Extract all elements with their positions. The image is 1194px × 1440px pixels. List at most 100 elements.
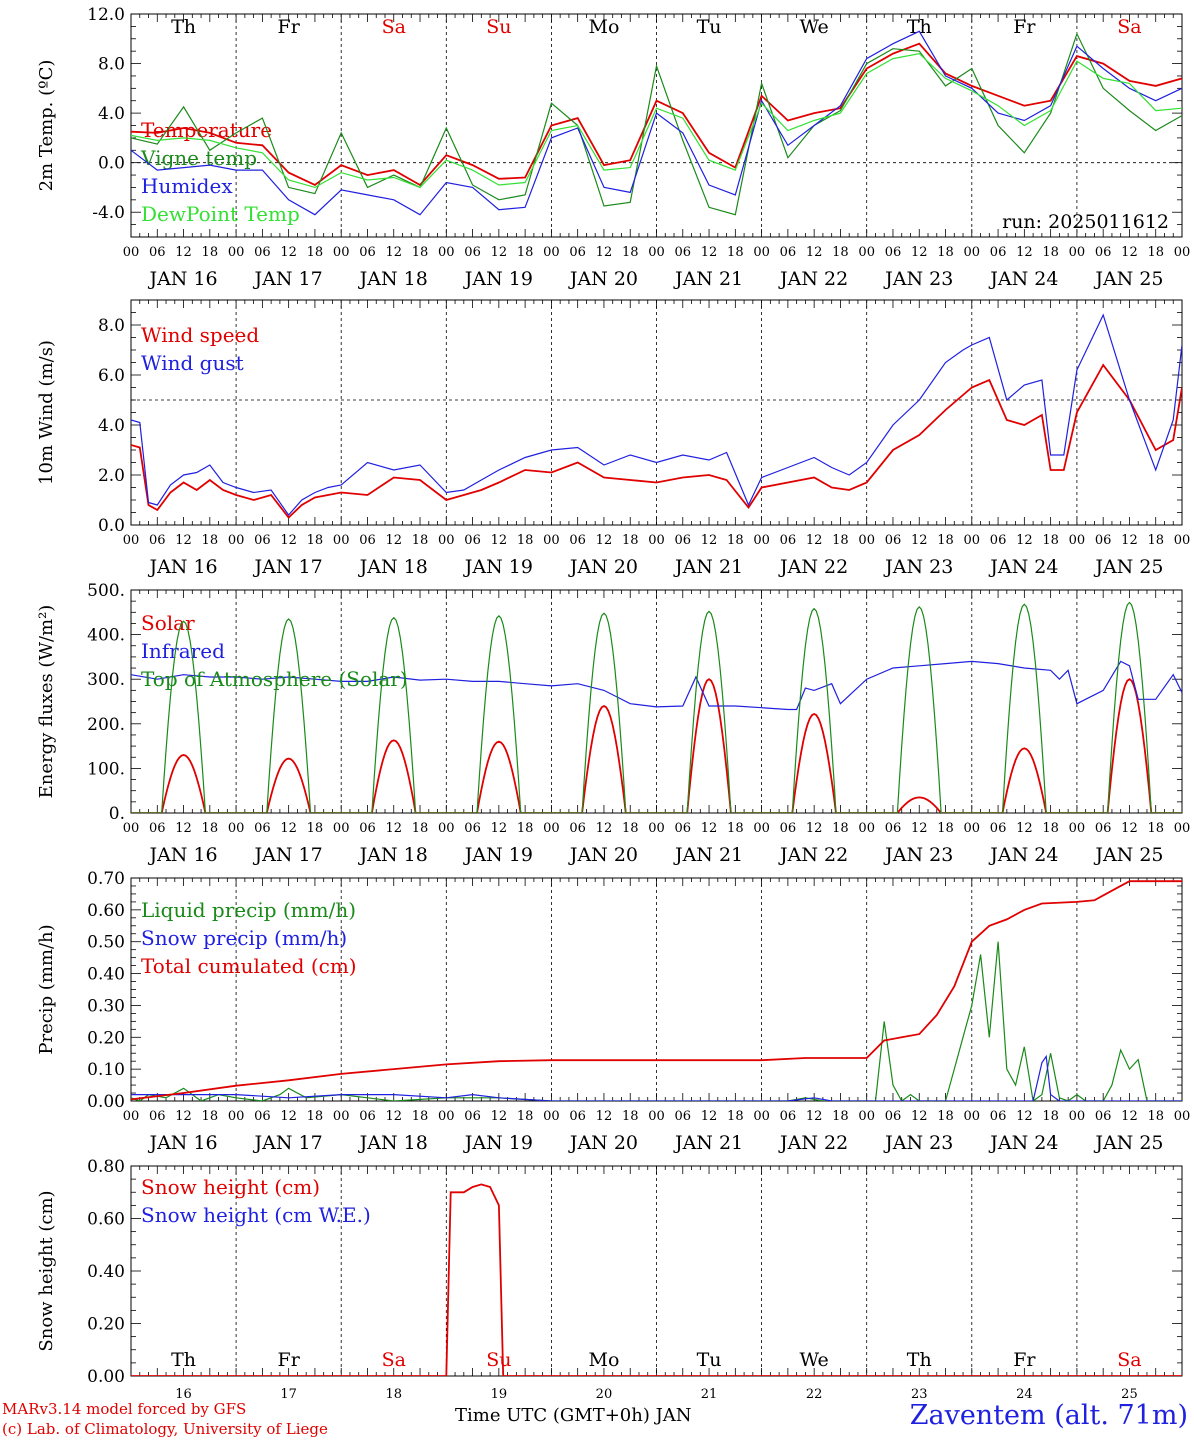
hour-tick-label: 00 bbox=[228, 1109, 245, 1124]
hour-tick-label: 06 bbox=[1095, 533, 1112, 548]
hour-tick-label: 06 bbox=[569, 1109, 586, 1124]
hour-tick-label: 00 bbox=[753, 821, 770, 836]
hour-tick-label: 12 bbox=[280, 245, 297, 260]
date-label: JAN 22 bbox=[778, 268, 848, 290]
hour-tick-label: 12 bbox=[911, 245, 928, 260]
day-number-label: 25 bbox=[1121, 1387, 1138, 1402]
hour-tick-label: 06 bbox=[885, 1109, 902, 1124]
hour-tick-label: 12 bbox=[491, 245, 508, 260]
date-label: JAN 18 bbox=[358, 844, 428, 866]
hour-tick-label: 00 bbox=[648, 1109, 665, 1124]
date-label: JAN 22 bbox=[778, 844, 848, 866]
hour-tick-label: 18 bbox=[1042, 821, 1059, 836]
hour-tick-label: 00 bbox=[438, 245, 455, 260]
hour-tick-label: 12 bbox=[1121, 821, 1138, 836]
day-number-label: 21 bbox=[701, 1387, 718, 1402]
weekday-label: Fr bbox=[278, 1349, 301, 1371]
hour-tick-label: 06 bbox=[569, 821, 586, 836]
date-label: JAN 18 bbox=[358, 556, 428, 578]
hour-tick-label: 18 bbox=[832, 821, 849, 836]
y-tick-label: 0.80 bbox=[87, 1157, 125, 1177]
hour-tick-label: 00 bbox=[648, 533, 665, 548]
y-tick-label: 0.00 bbox=[87, 1092, 125, 1112]
hour-tick-label: 18 bbox=[727, 533, 744, 548]
hour-tick-label: 18 bbox=[307, 821, 324, 836]
hour-tick-label: 18 bbox=[517, 821, 534, 836]
hour-tick-label: 12 bbox=[596, 821, 613, 836]
hour-tick-label: 00 bbox=[1069, 1109, 1086, 1124]
hour-tick-label: 06 bbox=[464, 245, 481, 260]
hour-tick-label: 00 bbox=[228, 821, 245, 836]
hour-tick-label: 12 bbox=[911, 1109, 928, 1124]
hour-tick-label: 18 bbox=[307, 533, 324, 548]
hour-tick-label: 06 bbox=[990, 533, 1007, 548]
hour-tick-label: 00 bbox=[333, 533, 350, 548]
hour-tick-label: 06 bbox=[675, 1109, 692, 1124]
hour-tick-label: 18 bbox=[1147, 245, 1164, 260]
hour-tick-label: 18 bbox=[307, 245, 324, 260]
weekday-label: Sa bbox=[1117, 1349, 1141, 1371]
hour-tick-label: 18 bbox=[1042, 1109, 1059, 1124]
hour-tick-label: 18 bbox=[1147, 1109, 1164, 1124]
legend-entry: Liquid precip (mm/h) bbox=[141, 898, 356, 922]
y-tick-label: 0.40 bbox=[87, 965, 125, 985]
date-label: JAN 23 bbox=[883, 556, 953, 578]
hour-tick-label: 18 bbox=[412, 821, 429, 836]
hour-tick-label: 00 bbox=[648, 821, 665, 836]
date-label: JAN 17 bbox=[253, 1132, 323, 1154]
hour-tick-label: 12 bbox=[596, 1109, 613, 1124]
series-line-total-cumulated-cm bbox=[131, 880, 1182, 1101]
y-tick-label: 0.0 bbox=[98, 154, 125, 174]
hour-tick-label: 06 bbox=[359, 245, 376, 260]
hour-tick-label: 18 bbox=[517, 1109, 534, 1124]
series-line-temperature bbox=[131, 42, 1182, 187]
date-label: JAN 18 bbox=[358, 1132, 428, 1154]
date-label: JAN 25 bbox=[1093, 1132, 1163, 1154]
weekday-label: Sa bbox=[382, 16, 406, 38]
day-number-label: 20 bbox=[596, 1387, 613, 1402]
hour-tick-label: 06 bbox=[1095, 821, 1112, 836]
legend-entry: Humidex bbox=[141, 174, 233, 198]
hour-tick-label: 12 bbox=[701, 821, 718, 836]
hour-tick-label: 00 bbox=[543, 245, 560, 260]
date-label: JAN 20 bbox=[568, 844, 638, 866]
series-line-liquid-precip-mm-h bbox=[131, 941, 1182, 1101]
hour-tick-label: 18 bbox=[1147, 821, 1164, 836]
weekday-label: Th bbox=[171, 16, 196, 38]
series-line-vigne-temp bbox=[131, 32, 1182, 216]
hour-tick-label: 00 bbox=[964, 821, 981, 836]
legend-entry: Temperature bbox=[141, 118, 272, 142]
date-label: JAN 25 bbox=[1093, 556, 1163, 578]
hour-tick-label: 18 bbox=[1042, 533, 1059, 548]
hour-tick-label: 12 bbox=[280, 1109, 297, 1124]
date-label: JAN 18 bbox=[358, 268, 428, 290]
y-tick-label: 8.0 bbox=[98, 316, 125, 336]
hour-tick-label: 00 bbox=[753, 533, 770, 548]
plot-frame bbox=[130, 299, 1183, 526]
hour-tick-label: 00 bbox=[858, 1109, 875, 1124]
weekday-label: Tu bbox=[697, 1349, 722, 1371]
hour-tick-label: 00 bbox=[858, 245, 875, 260]
hour-tick-label: 12 bbox=[701, 533, 718, 548]
hour-tick-label: 06 bbox=[464, 821, 481, 836]
y-tick-label: 12.0 bbox=[87, 5, 125, 25]
date-label: JAN 16 bbox=[147, 268, 217, 290]
y-tick-label: 4.0 bbox=[98, 104, 125, 124]
hour-tick-label: 06 bbox=[780, 1109, 797, 1124]
legend-entry: Solar bbox=[141, 611, 195, 635]
legend-entry: Snow precip (mm/h) bbox=[141, 926, 347, 950]
hour-tick-label: 00 bbox=[858, 533, 875, 548]
hour-tick-label: 12 bbox=[806, 533, 823, 548]
hour-tick-label: 06 bbox=[254, 245, 271, 260]
y-tick-label: 0.0 bbox=[98, 516, 125, 536]
date-label: JAN 21 bbox=[673, 1132, 743, 1154]
hour-tick-label: 12 bbox=[1016, 245, 1033, 260]
day-number-label: 19 bbox=[491, 1387, 508, 1402]
hour-tick-label: 18 bbox=[727, 245, 744, 260]
hour-tick-label: 18 bbox=[727, 821, 744, 836]
hour-tick-label: 18 bbox=[202, 533, 219, 548]
hour-tick-label: 12 bbox=[1121, 245, 1138, 260]
y-tick-label: 2.0 bbox=[98, 466, 125, 486]
hour-tick-label: 12 bbox=[280, 533, 297, 548]
